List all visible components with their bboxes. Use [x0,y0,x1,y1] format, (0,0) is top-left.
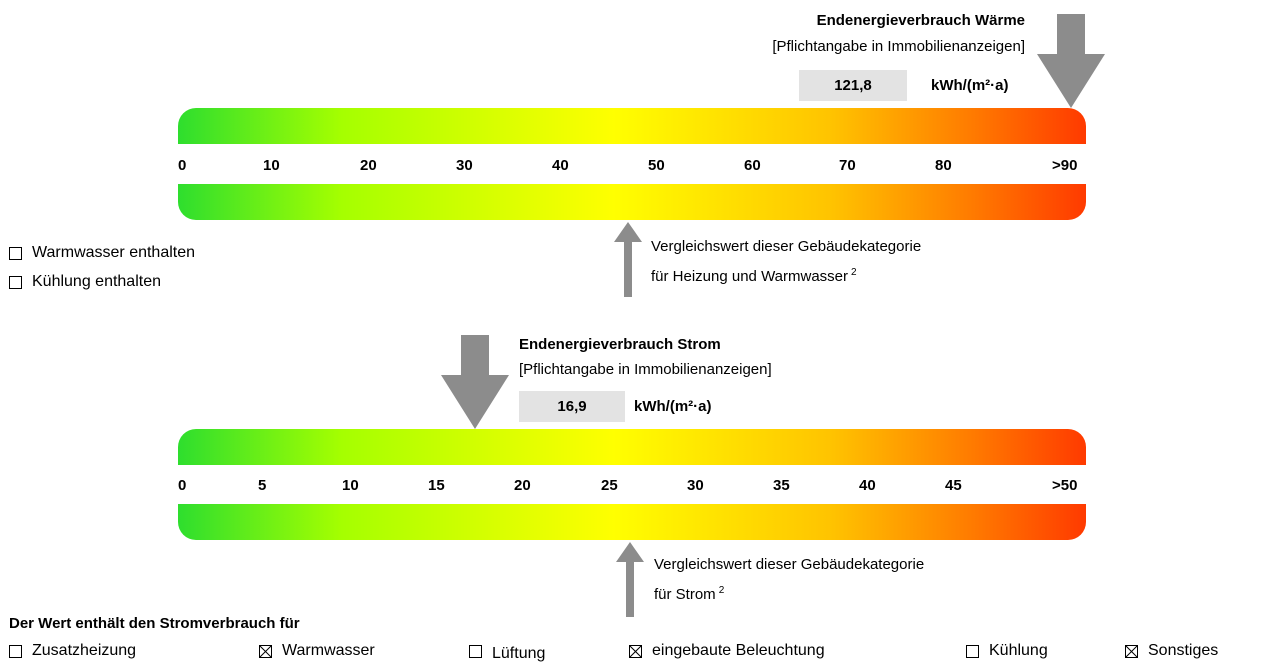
checkbox-box [966,644,979,658]
eingebaute-beleuchtung-checkbox[interactable]: eingebaute Beleuchtung [629,642,825,660]
power-tick: 45 [945,477,962,494]
heat-comparison-line2-row: für Heizung und Warmwasser 2 [651,262,921,292]
heat-tick: 20 [360,157,377,174]
checkbox-label: Lüftung [492,645,546,662]
heat-tick: 10 [263,157,280,174]
heat-tick: 0 [178,157,187,174]
warmwasser-checkbox[interactable]: Warmwasser [259,642,375,660]
heat-value-arrow-icon [1037,14,1105,108]
heat-scale-bar-bottom [178,184,1086,220]
checkbox-box [9,644,22,658]
checkbox-checked-icon [1125,644,1138,658]
power-tick: 5 [258,477,267,494]
checkbox-label: Warmwasser enthalten [32,244,196,261]
checkbox-label: Sonstiges [1148,642,1219,659]
checkbox-label: Kühlung enthalten [32,273,161,290]
power-subtitle: [Pflichtangabe in Immobilienanzeigen] [519,361,772,378]
power-scale-bar-top [178,429,1086,465]
checkbox-box [9,275,22,289]
checkbox-label: eingebaute Beleuchtung [652,642,825,659]
heat-comparison-arrow-icon [614,222,642,297]
checkbox-label: Warmwasser [282,642,375,659]
power-scale-bar-bottom [178,504,1086,540]
heat-tick: 50 [648,157,665,174]
sonstiges-checkbox[interactable]: Sonstiges [1125,642,1218,660]
power-tick: 20 [514,477,531,494]
power-tick: 10 [342,477,359,494]
heat-comparison-line1: Vergleichswert dieser Gebäudekategorie [651,238,922,255]
checkbox-checked-icon [629,644,642,658]
checkbox-box [469,644,482,658]
power-tick: 35 [773,477,790,494]
power-comparison-note: Vergleichswert dieser Gebäudekategorie f… [654,550,924,610]
heat-tick: 40 [552,157,569,174]
heat-comparison-note: Vergleichswert dieser Gebäudekategorie f… [651,232,921,292]
heat-tick: >90 [1052,157,1078,174]
power-tick: 40 [859,477,876,494]
kuehlung-enthalten-checkbox[interactable]: Kühlung enthalten [9,273,161,291]
heat-comparison-line2: für Heizung und Warmwasser [651,268,849,285]
heat-tick: 30 [456,157,473,174]
power-tick: 15 [428,477,445,494]
power-title: Endenergieverbrauch Strom [519,336,721,353]
heat-subtitle: [Pflichtangabe in Immobilienanzeigen] [772,38,1025,55]
kuehlung-checkbox[interactable]: Kühlung [966,642,1048,660]
heat-footnote: 2 [851,267,857,278]
power-tick: >50 [1052,477,1078,494]
checkbox-label: Zusatzheizung [32,642,137,659]
checkbox-box [9,246,22,260]
power-footnote: 2 [718,585,725,596]
heat-tick: 80 [935,157,952,174]
power-tick: 30 [687,477,704,494]
power-unit: kWh/(m²·a) [634,398,712,415]
warmwasser-enthalten-checkbox[interactable]: Warmwasser enthalten [9,244,195,262]
power-comparison-arrow-icon [616,542,644,617]
heat-scale-bar-top [178,108,1086,144]
power-value-arrow-icon [441,335,509,429]
consumption-heading: Der Wert enthält den Stromverbrauch für [9,615,300,632]
power-comparison-line1: Vergleichswert dieser Gebäudekategorie [654,556,925,573]
power-comparison-line2-row: für Strom 2 [654,580,924,610]
heat-value: 121,8 [799,70,907,101]
heat-tick: 70 [839,157,856,174]
lueftung-checkbox[interactable]: Lüftung [469,642,546,662]
heat-tick: 60 [744,157,761,174]
power-value: 16,9 [519,391,625,422]
checkbox-checked-icon [259,644,272,658]
heat-title: Endenergieverbrauch Wärme [816,12,1025,29]
power-tick: 0 [178,477,187,494]
power-tick: 25 [601,477,618,494]
checkbox-label: Kühlung [989,642,1048,659]
heat-unit: kWh/(m²·a) [931,77,1009,94]
zusatzheizung-checkbox[interactable]: Zusatzheizung [9,642,136,660]
power-comparison-line2: für Strom [654,586,716,603]
